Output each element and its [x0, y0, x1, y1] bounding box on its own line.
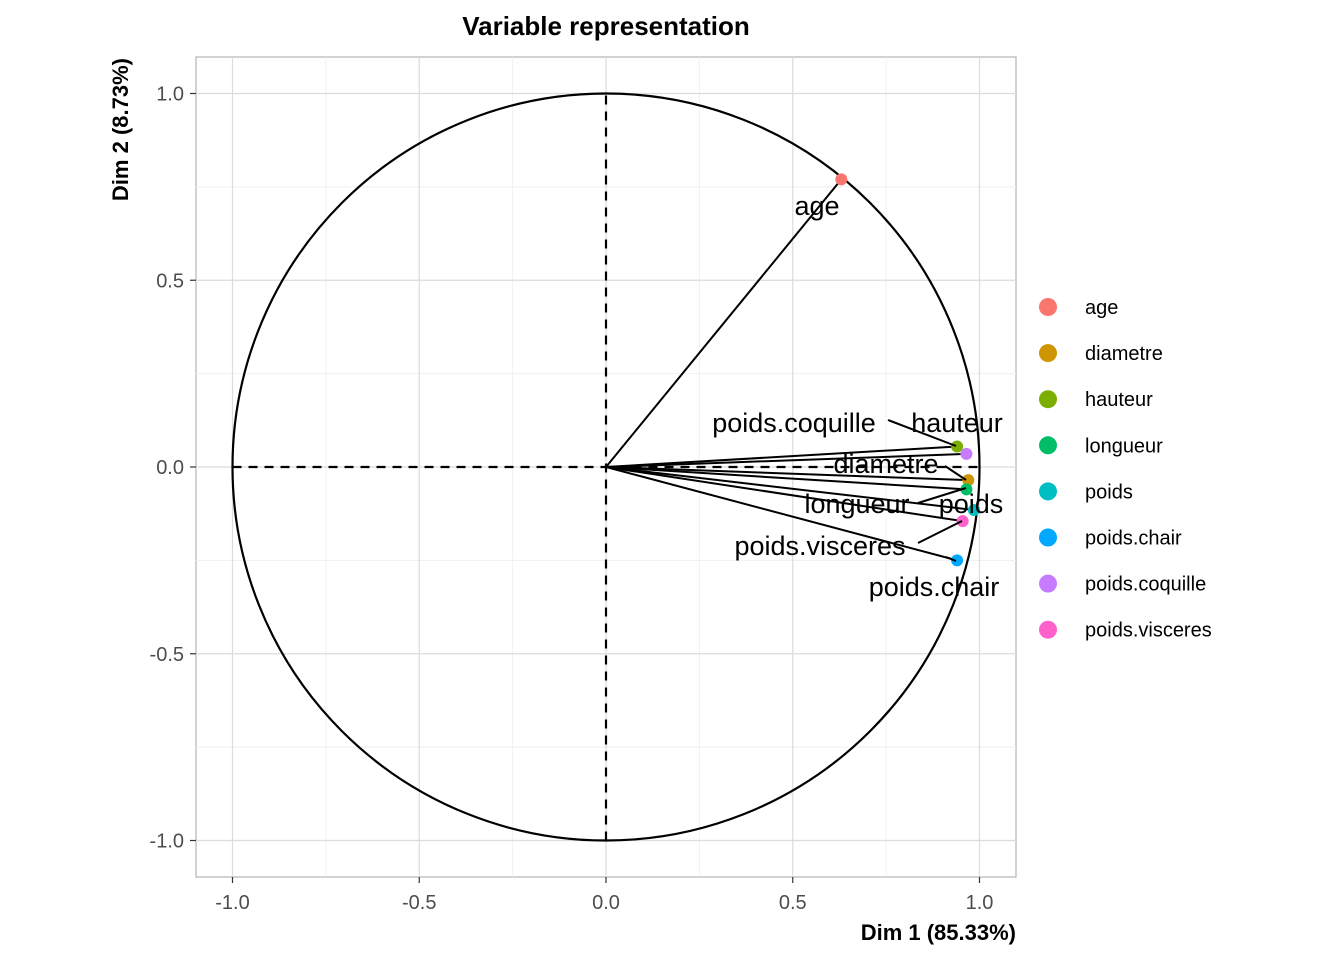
label-hauteur: hauteur	[911, 408, 1003, 438]
leader-longueur	[917, 487, 967, 504]
label-poids.coquille: poids.coquille	[712, 408, 876, 438]
legend-label-longueur: longueur	[1085, 435, 1163, 457]
label-poids.chair: poids.chair	[869, 572, 1000, 602]
label-poids: poids	[939, 489, 1004, 519]
arrow-longueur	[605, 466, 967, 491]
arrow-poids.coquille	[605, 452, 967, 468]
point-poids.chair	[951, 554, 964, 567]
leader-poids.coquille	[887, 419, 957, 447]
x-tick-label: 0.0	[592, 892, 620, 914]
legend-key-poids.coquille	[1039, 574, 1057, 593]
x-tick-label: -1.0	[215, 892, 249, 914]
legend-key-hauteur	[1039, 390, 1057, 409]
legend-label-poids.chair: poids.chair	[1085, 528, 1182, 550]
x-axis-title: Dim 1 (85.33%)	[861, 920, 1016, 945]
label-longueur: longueur	[804, 489, 909, 519]
legend-label-diametre: diametre	[1085, 343, 1163, 365]
y-tick-label: 1.0	[156, 84, 184, 106]
point-poids.visceres	[956, 515, 969, 528]
label-age: age	[794, 191, 839, 221]
y-tick-label: 0.5	[156, 270, 184, 292]
legend-label-poids: poids	[1085, 481, 1133, 503]
legend-label-hauteur: hauteur	[1085, 389, 1153, 411]
legend-key-age	[1039, 298, 1057, 316]
x-tick-label: 1.0	[966, 892, 994, 914]
x-tick-label: 0.5	[779, 892, 807, 914]
y-axis-title: Dim 2 (8.73%)	[108, 58, 133, 201]
leader-poids.visceres	[917, 520, 963, 544]
legend-key-longueur	[1039, 436, 1057, 455]
x-tick-label: -0.5	[402, 892, 436, 914]
plot-marks: age diametre hauteur longueur poids poids.cha…	[231, 92, 1004, 842]
arrow-poids	[605, 466, 975, 511]
leader-poids.chair	[945, 556, 957, 562]
legend: age diametre hauteur longueur poids poids.cha…	[1039, 297, 1212, 642]
y-tick-label: 0.0	[156, 457, 184, 479]
legend-label-age: age	[1085, 297, 1118, 319]
legend-key-diametre	[1039, 344, 1057, 363]
y-tick-label: -0.5	[150, 644, 184, 666]
label-diametre: diametre	[833, 449, 938, 479]
legend-key-poids.chair	[1039, 528, 1057, 547]
legend-key-poids	[1039, 482, 1057, 501]
arrow-poids.visceres	[605, 466, 963, 523]
legend-label-poids.visceres: poids.visceres	[1085, 620, 1212, 642]
point-poids.coquille	[960, 447, 973, 460]
legend-key-poids.visceres	[1039, 620, 1057, 639]
axis-ticks: -1.0 -0.5 0.0 0.5 1.0 -1.0 -0.5 0.0 0.5 1.0	[150, 84, 994, 915]
point-hauteur	[951, 440, 964, 453]
chart-title: Variable representation	[462, 11, 750, 41]
y-tick-label: -1.0	[150, 831, 184, 853]
arrow-age	[605, 178, 843, 468]
leader-diametre	[944, 465, 967, 481]
point-diametre	[962, 474, 975, 487]
legend-label-poids.coquille: poids.coquille	[1085, 574, 1206, 596]
point-poids	[967, 503, 980, 516]
point-age	[835, 173, 848, 186]
label-poids.visceres: poids.visceres	[734, 531, 905, 561]
arrow-poids.chair	[605, 466, 958, 562]
arrow-diametre	[605, 466, 969, 482]
point-longueur	[960, 483, 973, 496]
arrow-hauteur	[605, 445, 958, 468]
